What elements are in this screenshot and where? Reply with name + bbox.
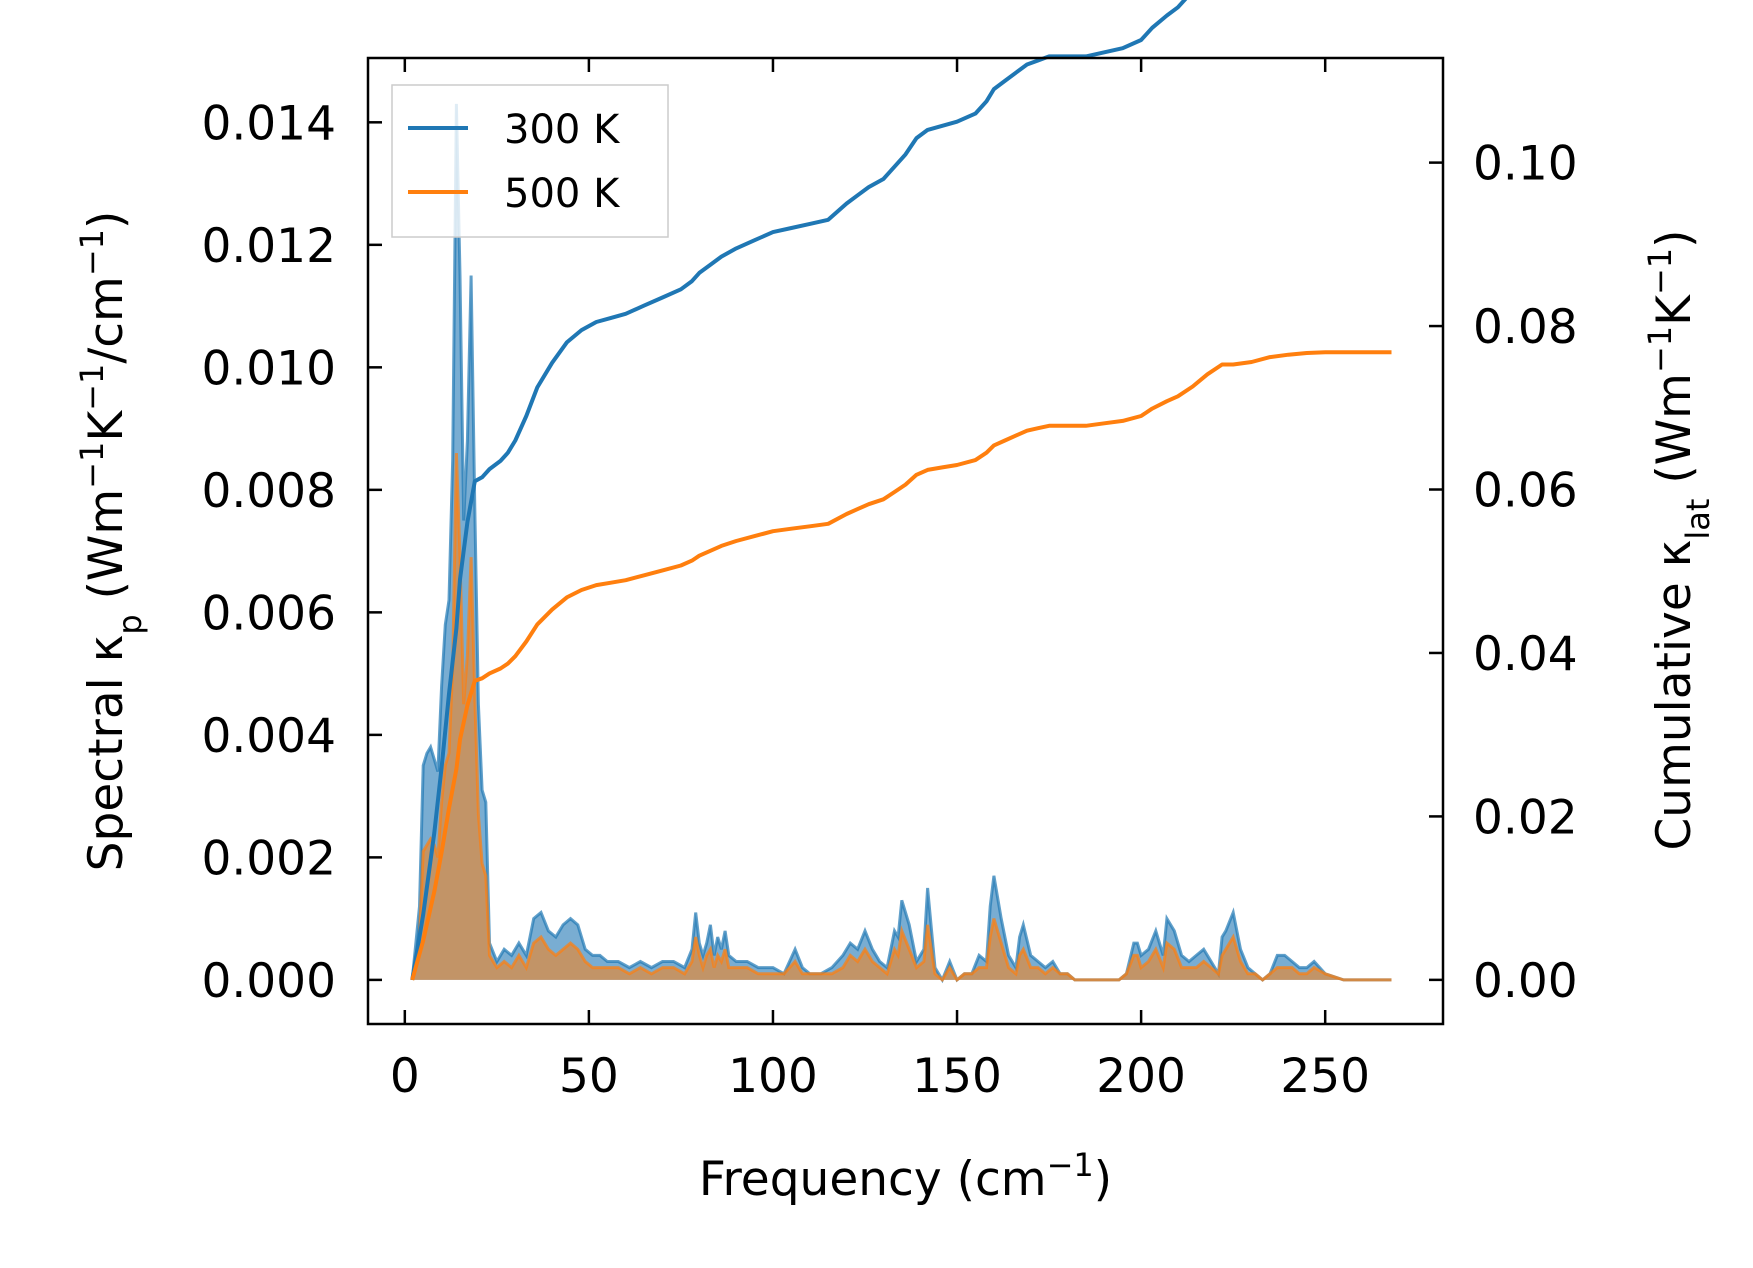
- cumulative-line-300k: [410, 0, 1188, 981]
- legend: 300 K 500 K: [391, 84, 669, 238]
- left-y-axis-label: Spectral κp (Wm−1K−1/cm−1): [73, 211, 149, 872]
- right-y-tick-label: 0.06: [1473, 464, 1578, 519]
- x-tick-label: 250: [1280, 1049, 1370, 1104]
- left-y-tick-label: 0.014: [201, 96, 336, 151]
- spectral-edge-500k: [410, 453, 1392, 983]
- tick-labels: 0 50 100 150 200 250 0.000 0.002 0.004 0.006 0.008…: [201, 96, 1577, 1104]
- spectral-fills: [410, 103, 1392, 984]
- left-y-tick-label: 0.012: [201, 219, 336, 274]
- left-y-tick-label: 0.002: [201, 831, 336, 886]
- left-y-tick-label: 0.000: [201, 954, 336, 1009]
- plot-frame: [366, 56, 1445, 1026]
- x-axis-label: Frequency (cm−1): [699, 1146, 1112, 1207]
- right-y-axis-label: Cumulative κlat (Wm−1K−1): [1641, 229, 1717, 850]
- right-y-tick-label: 0.10: [1473, 137, 1578, 192]
- x-tick-label: 150: [912, 1049, 1002, 1104]
- axis-ticks: [368, 58, 1443, 1024]
- spectral-edge-300k: [410, 103, 1392, 984]
- cumulative-lines: [410, 0, 1392, 981]
- legend-label-500k: 500 K: [504, 171, 621, 217]
- left-y-tick-label: 0.004: [201, 709, 336, 764]
- x-tick-label: 100: [728, 1049, 818, 1104]
- cumulative-line-500k: [410, 350, 1392, 981]
- left-y-tick-label: 0.006: [201, 586, 336, 641]
- right-y-tick-label: 0.08: [1473, 300, 1578, 355]
- left-y-tick-label: 0.010: [201, 341, 336, 396]
- left-y-tick-label: 0.008: [201, 464, 336, 519]
- legend-label-300k: 300 K: [504, 107, 621, 153]
- x-tick-label: 50: [559, 1049, 619, 1104]
- right-y-tick-label: 0.02: [1473, 790, 1578, 845]
- x-tick-label: 0: [390, 1049, 420, 1104]
- x-tick-label: 200: [1096, 1049, 1186, 1104]
- right-y-tick-label: 0.04: [1473, 627, 1578, 682]
- legend-box: [391, 84, 669, 238]
- right-y-tick-label: 0.00: [1473, 954, 1578, 1009]
